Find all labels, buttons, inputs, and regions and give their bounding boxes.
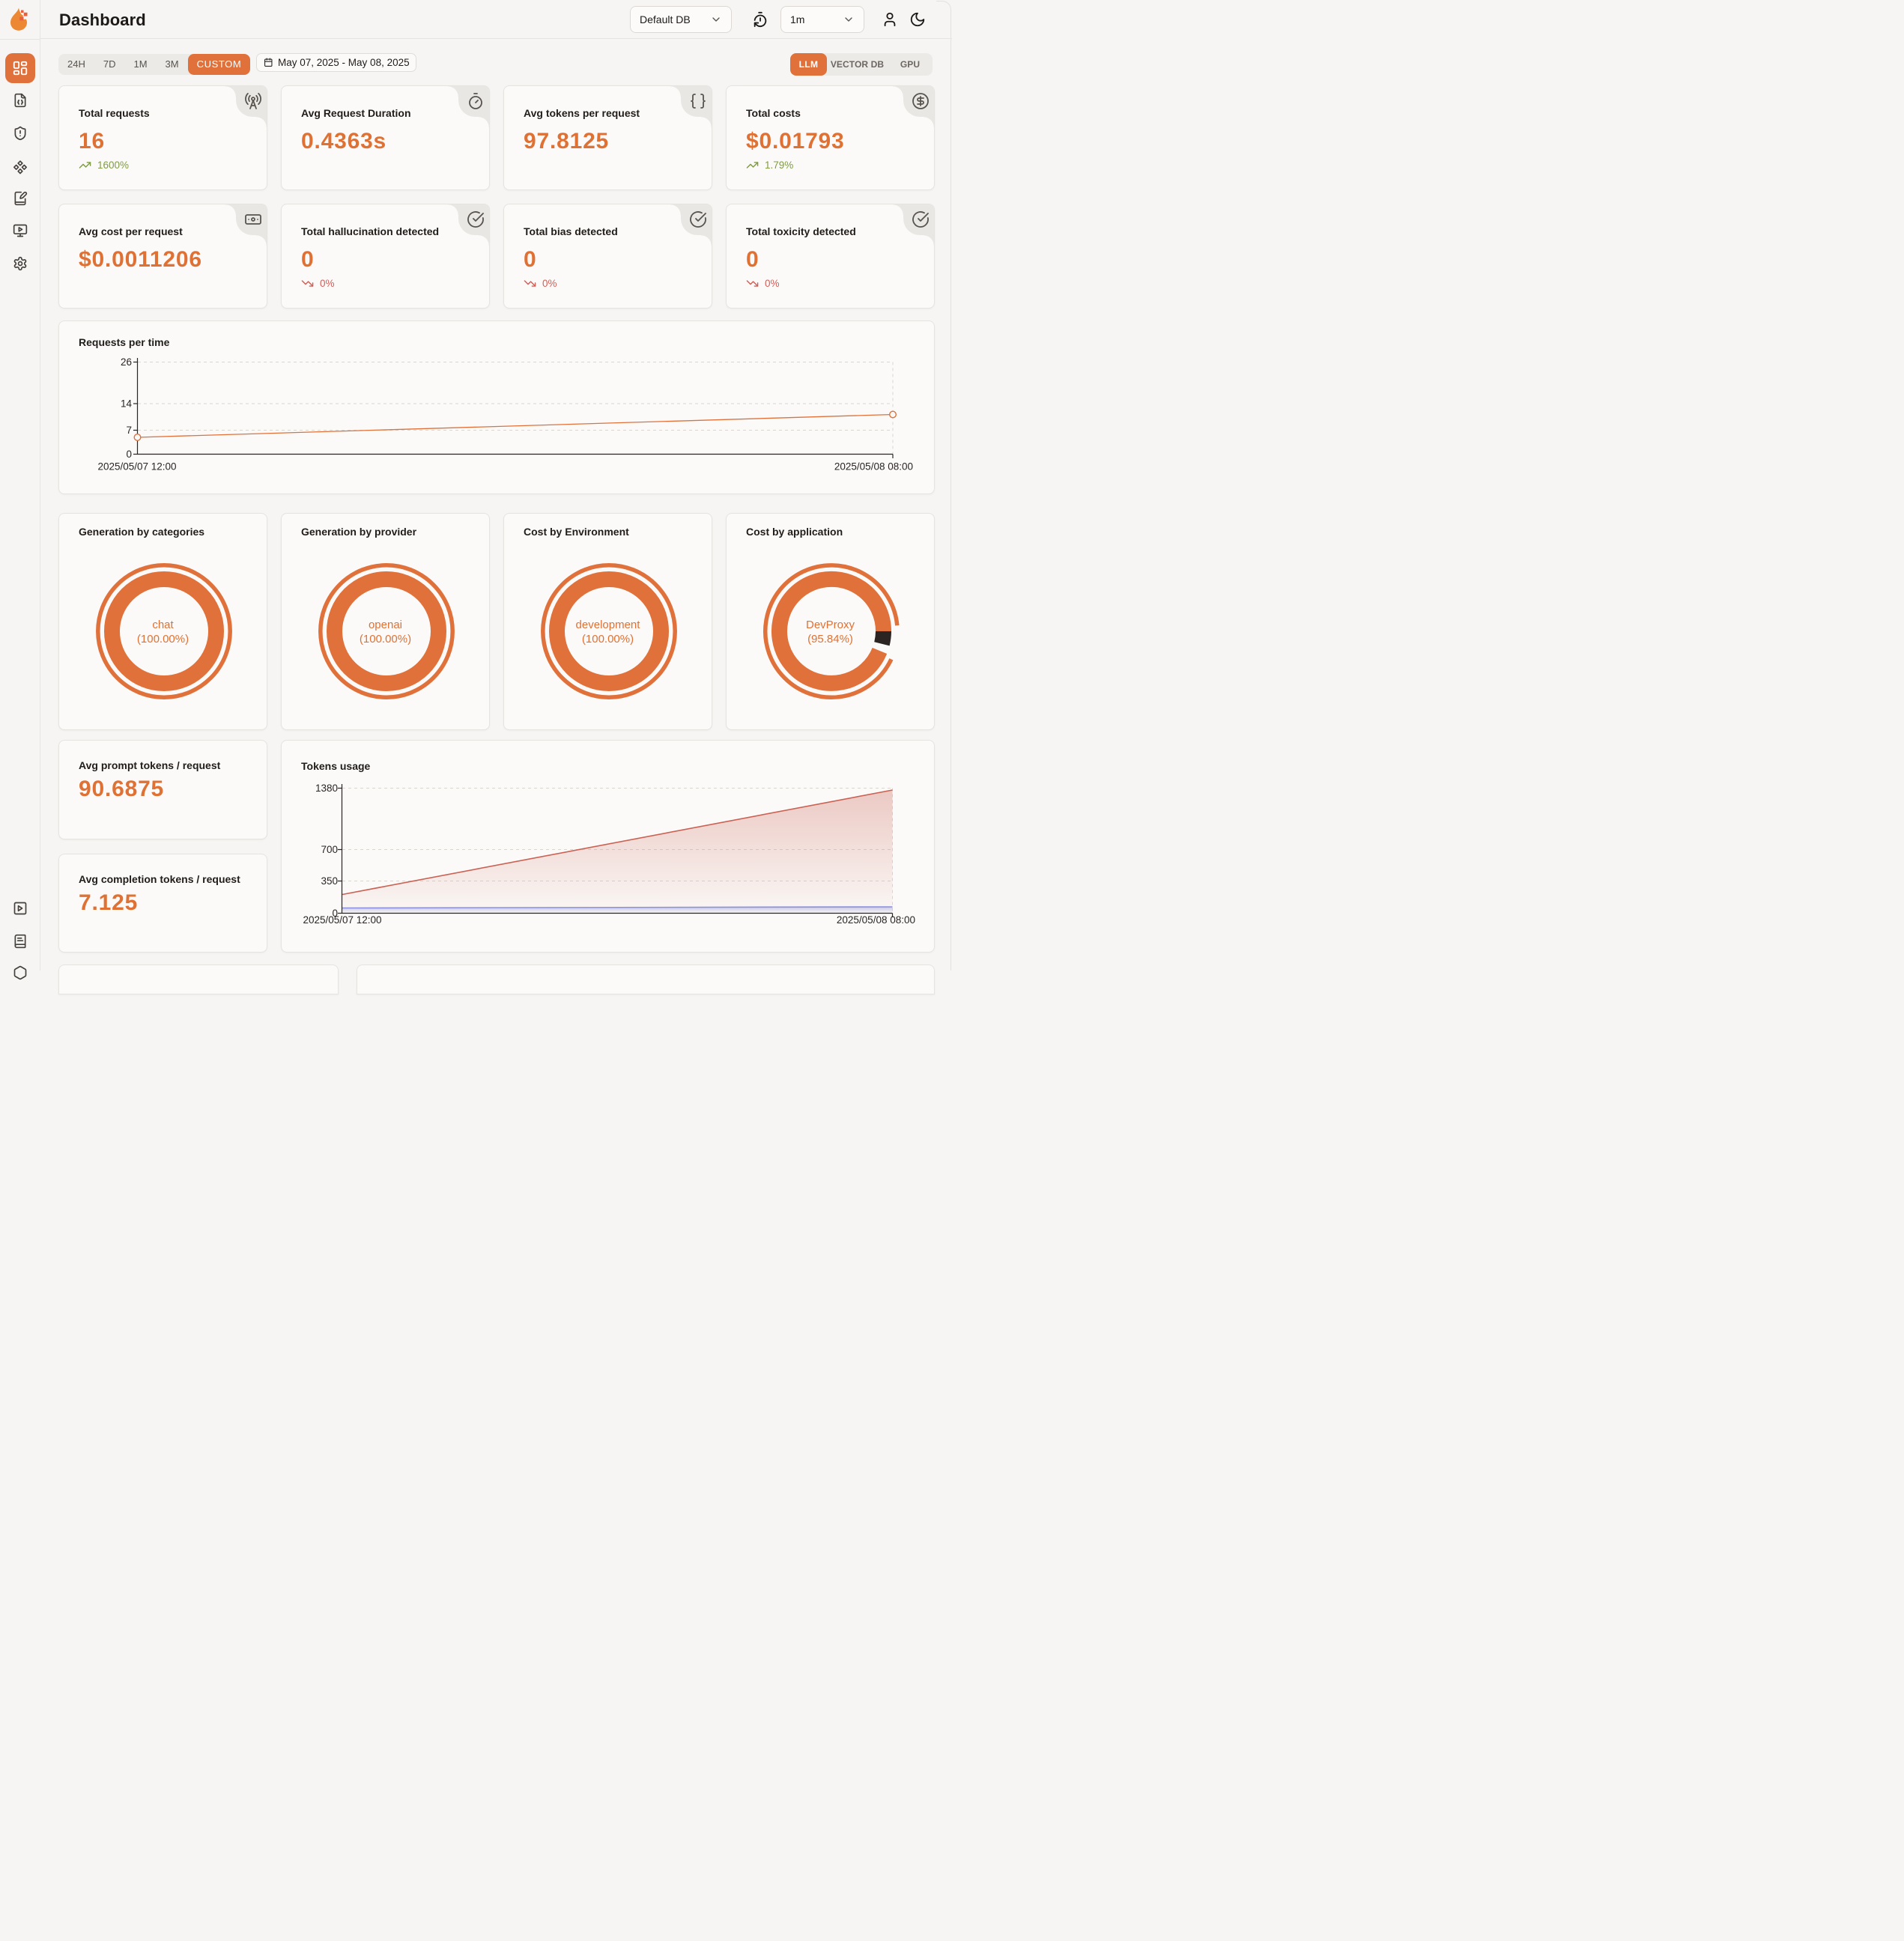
svg-text:7: 7 (126, 425, 132, 436)
svg-text:2025/05/07 12:00: 2025/05/07 12:00 (97, 461, 176, 473)
svg-text:2025/05/07 12:00: 2025/05/07 12:00 (303, 914, 381, 926)
svg-text:2025/05/08 08:00: 2025/05/08 08:00 (837, 914, 915, 926)
svg-text:26: 26 (121, 356, 132, 368)
svg-text:2025/05/08 08:00: 2025/05/08 08:00 (834, 461, 913, 473)
svg-text:350: 350 (321, 875, 338, 887)
svg-text:700: 700 (321, 844, 338, 855)
svg-text:0: 0 (332, 908, 338, 919)
svg-text:0: 0 (126, 449, 132, 460)
svg-text:14: 14 (121, 398, 133, 410)
svg-text:1380: 1380 (315, 783, 338, 794)
